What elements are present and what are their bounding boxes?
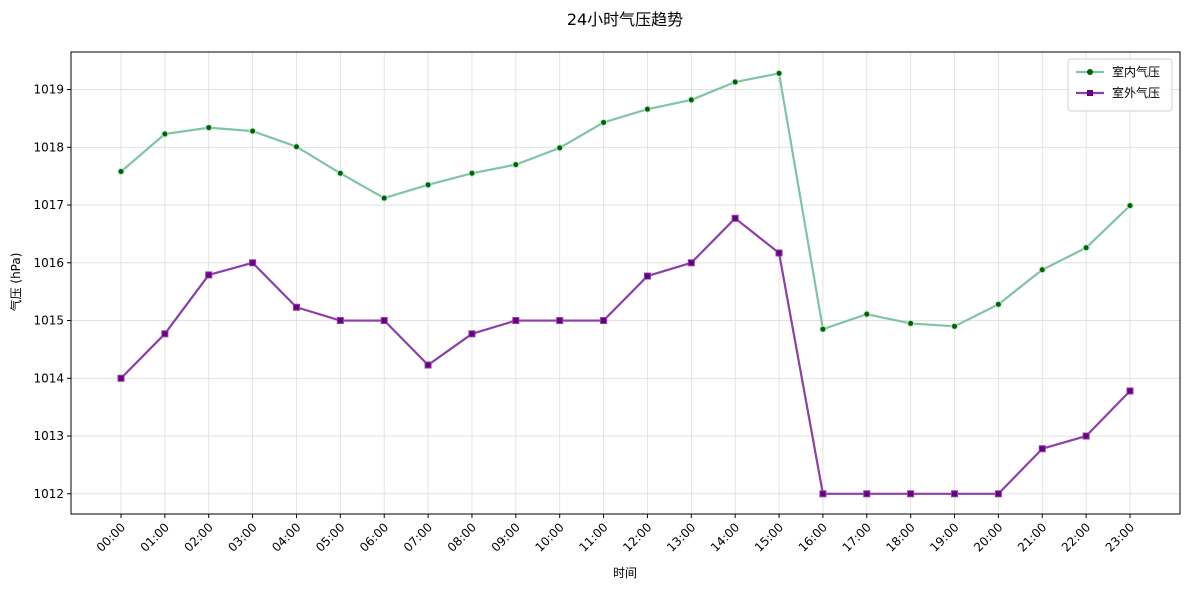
data-point — [819, 325, 827, 333]
y-tick-label: 1012 — [33, 487, 64, 501]
data-point — [336, 169, 344, 177]
data-point — [556, 317, 564, 325]
y-tick-label: 1017 — [33, 198, 64, 212]
data-point — [249, 127, 257, 135]
data-point — [205, 271, 213, 279]
data-point — [1082, 244, 1090, 252]
data-point — [643, 272, 651, 280]
data-point — [292, 143, 300, 151]
legend-label: 室内气压 — [1112, 64, 1160, 79]
data-point — [117, 168, 125, 176]
series-layer — [117, 69, 1134, 498]
data-point — [424, 181, 432, 189]
y-axis-title: 气压 (hPa) — [8, 253, 23, 312]
data-point — [117, 374, 125, 382]
y-tick-label: 1016 — [33, 256, 64, 270]
legend-marker — [1087, 69, 1093, 75]
data-point — [249, 259, 257, 267]
data-point — [731, 78, 739, 86]
data-point — [775, 249, 783, 257]
data-point — [687, 96, 695, 104]
data-point — [292, 303, 300, 311]
data-point — [951, 322, 959, 330]
y-tick-label: 1013 — [33, 429, 64, 443]
data-point — [819, 490, 827, 498]
series-line — [120, 72, 1131, 331]
y-tick-label: 1015 — [33, 314, 64, 328]
plot-frame — [70, 51, 1181, 515]
data-point — [907, 319, 915, 327]
data-point — [775, 69, 783, 77]
data-point — [951, 490, 959, 498]
legend-marker — [1087, 90, 1093, 96]
data-point — [863, 490, 871, 498]
x-axis-title: 时间 — [613, 566, 637, 580]
y-tick-label: 1018 — [33, 140, 64, 154]
legend-label: 室外气压 — [1112, 85, 1160, 100]
data-point — [468, 169, 476, 177]
data-point — [512, 317, 520, 325]
data-point — [161, 330, 169, 338]
series-line — [120, 217, 1131, 495]
data-point — [687, 259, 695, 267]
data-point — [1038, 266, 1046, 274]
data-point — [994, 490, 1002, 498]
data-point — [907, 490, 915, 498]
series-1 — [117, 69, 1134, 333]
data-point — [600, 317, 608, 325]
data-point — [161, 130, 169, 138]
data-point — [380, 317, 388, 325]
data-point — [1082, 432, 1090, 440]
data-point — [468, 330, 476, 338]
data-point — [994, 300, 1002, 308]
data-point — [424, 361, 432, 369]
data-point — [600, 118, 608, 126]
data-point — [205, 124, 213, 132]
y-tick-label: 1019 — [33, 83, 64, 97]
data-point — [380, 194, 388, 202]
data-point — [1126, 202, 1134, 210]
data-point — [556, 144, 564, 152]
data-point — [643, 105, 651, 113]
data-point — [512, 161, 520, 169]
chart-title: 24小时气压趋势 — [567, 10, 683, 29]
data-point — [863, 310, 871, 318]
data-point — [1126, 387, 1134, 395]
y-axis: 1012 1013 1014 1015 1016 1017 1018 1019 — [33, 83, 71, 501]
y-tick-label: 1014 — [33, 371, 64, 385]
data-point — [336, 317, 344, 325]
data-point — [731, 214, 739, 222]
data-point — [1038, 445, 1046, 453]
series-2 — [117, 214, 1134, 498]
